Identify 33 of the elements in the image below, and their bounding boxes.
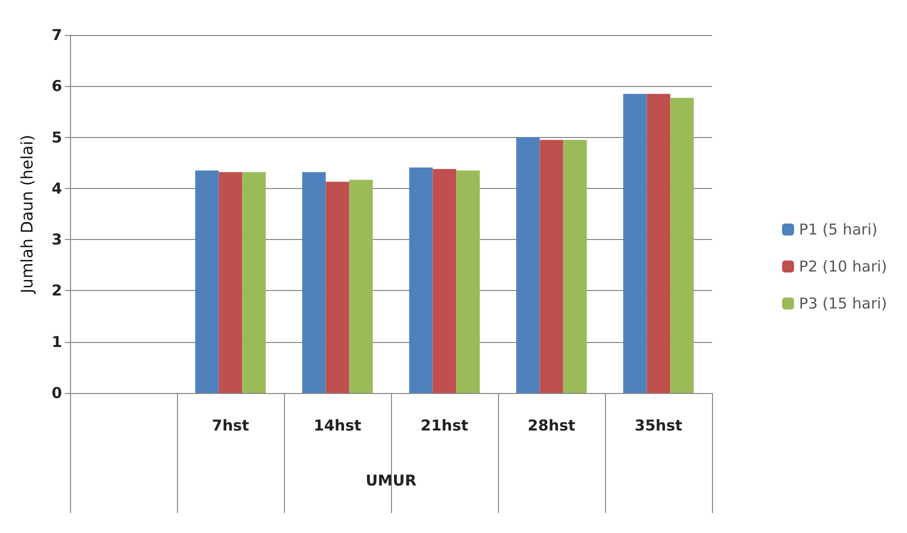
y-tick-label: 5 — [52, 128, 62, 146]
legend-label: P2 (10 hari) — [799, 258, 888, 276]
y-tick-label: 7 — [52, 26, 62, 44]
y-tick-label: 1 — [52, 332, 62, 351]
y-axis-title: Jumlah Daun (helai) — [18, 134, 36, 294]
bar — [540, 140, 564, 393]
bar — [302, 172, 326, 393]
bar — [432, 168, 456, 393]
y-tick-label: 6 — [52, 77, 62, 96]
bar — [195, 170, 219, 393]
bar — [326, 182, 350, 393]
x-tick-label: 7hst — [212, 416, 250, 434]
bar — [646, 94, 670, 393]
bar — [563, 140, 587, 393]
y-tick-label: 2 — [52, 282, 62, 300]
bar — [409, 167, 433, 393]
bar — [516, 137, 540, 393]
legend-label: P1 (5 hari) — [799, 220, 878, 238]
y-tick-label: 0 — [52, 384, 62, 402]
x-tick-label: 28hst — [528, 416, 576, 434]
bar — [242, 172, 266, 393]
legend-label: P3 (15 hari) — [799, 294, 888, 312]
y-tick-label: 4 — [52, 179, 62, 198]
x-tick-label: 14hst — [314, 416, 362, 434]
y-tick-label: 3 — [52, 230, 62, 249]
bar — [670, 98, 694, 393]
bar — [623, 94, 647, 393]
x-tick-label: 21hst — [420, 416, 468, 434]
x-tick-label: 35hst — [634, 416, 682, 434]
bar — [456, 170, 480, 393]
bar — [349, 180, 373, 393]
x-axis-title: UMUR — [366, 472, 417, 490]
bar — [218, 172, 242, 393]
